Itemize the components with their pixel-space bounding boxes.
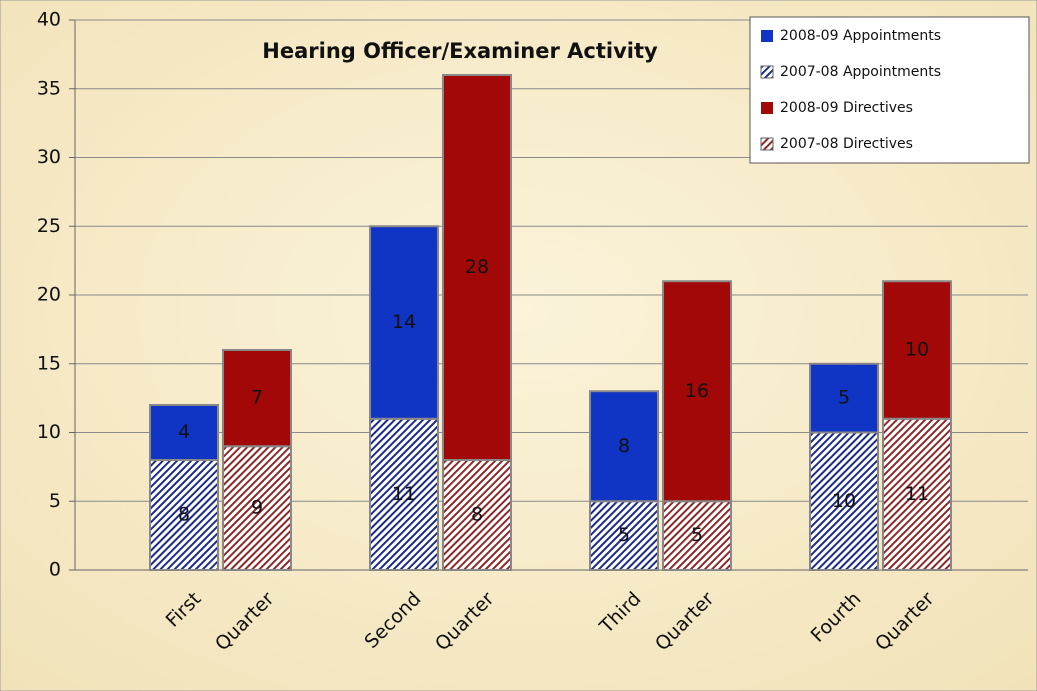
bar-segment (882, 417, 952, 571)
bar-segment (662, 500, 732, 571)
legend-label: 2008-09 Directives (780, 100, 913, 116)
chart-title: Hearing Officer/Examiner Activity (262, 39, 658, 63)
legend-swatch (761, 30, 773, 42)
data-label: 10 (905, 339, 929, 361)
y-tick-label: 5 (49, 490, 61, 512)
legend-swatch (761, 102, 773, 114)
y-tick-label: 30 (37, 146, 61, 168)
legend-swatch (760, 137, 774, 151)
y-tick-label: 10 (37, 421, 61, 443)
data-label: 8 (618, 435, 630, 457)
bar-segment (662, 280, 732, 503)
data-label: 14 (392, 311, 416, 333)
bar-segment (369, 225, 439, 420)
data-label: 28 (465, 256, 489, 278)
bar-segment (882, 280, 952, 420)
bar-segment (589, 500, 659, 571)
y-tick-label: 0 (49, 559, 61, 581)
data-label: 11 (392, 483, 416, 505)
bar-segment (369, 417, 439, 571)
bar-segment (442, 74, 512, 461)
legend-label: 2007-08 Directives (780, 136, 913, 152)
data-label: 5 (618, 524, 630, 546)
legend-label: 2008-09 Appointments (780, 28, 941, 44)
data-label: 5 (691, 524, 703, 546)
bar-segment (442, 459, 512, 571)
bar-segment (809, 431, 879, 571)
y-tick-label: 40 (37, 9, 61, 31)
data-label: 8 (471, 504, 483, 526)
legend-box (749, 16, 1030, 164)
legend-label: 2007-08 Appointments (780, 64, 941, 80)
bar-segment (589, 390, 659, 503)
data-label: 10 (832, 490, 856, 512)
legend-swatch (760, 65, 774, 79)
y-tick-label: 15 (37, 352, 61, 374)
bar-segment (222, 445, 292, 571)
bar-segment (149, 404, 219, 461)
y-tick-label: 20 (37, 284, 61, 306)
data-label: 5 (838, 387, 850, 409)
y-tick-label: 35 (37, 77, 61, 99)
data-label: 9 (251, 497, 263, 519)
y-tick-label: 25 (37, 215, 61, 237)
data-label: 16 (685, 380, 709, 402)
data-label: 7 (251, 387, 263, 409)
data-label: 8 (178, 504, 190, 526)
bar-segment (149, 459, 219, 571)
data-label: 11 (905, 483, 929, 505)
bar-segment (809, 362, 879, 434)
bar-segment (222, 349, 292, 448)
data-label: 4 (178, 421, 190, 443)
